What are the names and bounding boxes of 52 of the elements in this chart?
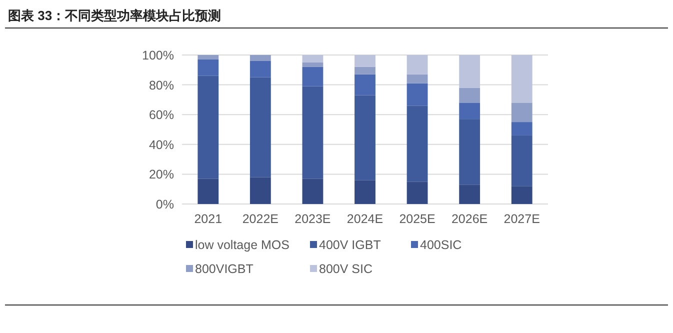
bar: [459, 119, 480, 185]
y-tick-label: 80%: [148, 78, 174, 92]
bar: [406, 106, 428, 182]
legend-label: low voltage MOS: [195, 238, 290, 252]
legend-label: 800VIGBT: [195, 262, 254, 276]
bar: [250, 60, 271, 78]
bar: [302, 178, 324, 204]
bar: [302, 66, 324, 86]
bar: [511, 135, 532, 186]
y-tick-label: 60%: [148, 108, 174, 122]
bar: [198, 55, 219, 60]
bar: [302, 62, 324, 67]
y-tick-label: 40%: [148, 138, 174, 152]
bar: [406, 55, 428, 74]
bar: [354, 95, 376, 180]
bar: [250, 55, 271, 61]
chart-title: 图表 33：不同类型功率模块占比预测: [8, 8, 222, 23]
bar: [250, 77, 271, 178]
bar: [354, 55, 376, 67]
bar: [250, 177, 271, 204]
bar: [511, 55, 532, 103]
bar: [198, 76, 219, 179]
x-tick-label: 2022E: [242, 212, 279, 226]
bar: [406, 83, 428, 106]
legend-label: 400V IGBT: [319, 238, 382, 252]
bar: [406, 182, 428, 204]
x-tick-label: 2025E: [399, 212, 436, 226]
bar: [302, 86, 324, 179]
bar: [354, 66, 376, 74]
legend-label: 400SIC: [420, 238, 462, 252]
bar: [302, 55, 324, 62]
bar: [459, 55, 480, 88]
bar: [511, 102, 532, 122]
bar: [198, 178, 219, 204]
x-tick-label: 2023E: [294, 212, 331, 226]
bar: [459, 102, 480, 120]
bar: [511, 186, 532, 204]
bar: [354, 74, 376, 96]
bar: [198, 59, 219, 76]
bar: [511, 122, 532, 136]
x-tick-label: 2024E: [346, 212, 384, 226]
bar: [354, 180, 376, 204]
legend-label: 800V SIC: [319, 262, 373, 276]
bar: [459, 88, 480, 103]
bar: [459, 184, 480, 204]
x-tick-label: 2027E: [504, 212, 540, 226]
x-tick-label: 2021: [194, 212, 222, 226]
y-tick-label: 0%: [156, 198, 174, 212]
y-tick-label: 100%: [142, 48, 174, 62]
y-tick-label: 20%: [148, 168, 174, 182]
x-tick-label: 2026E: [451, 212, 488, 226]
bar: [406, 74, 428, 84]
